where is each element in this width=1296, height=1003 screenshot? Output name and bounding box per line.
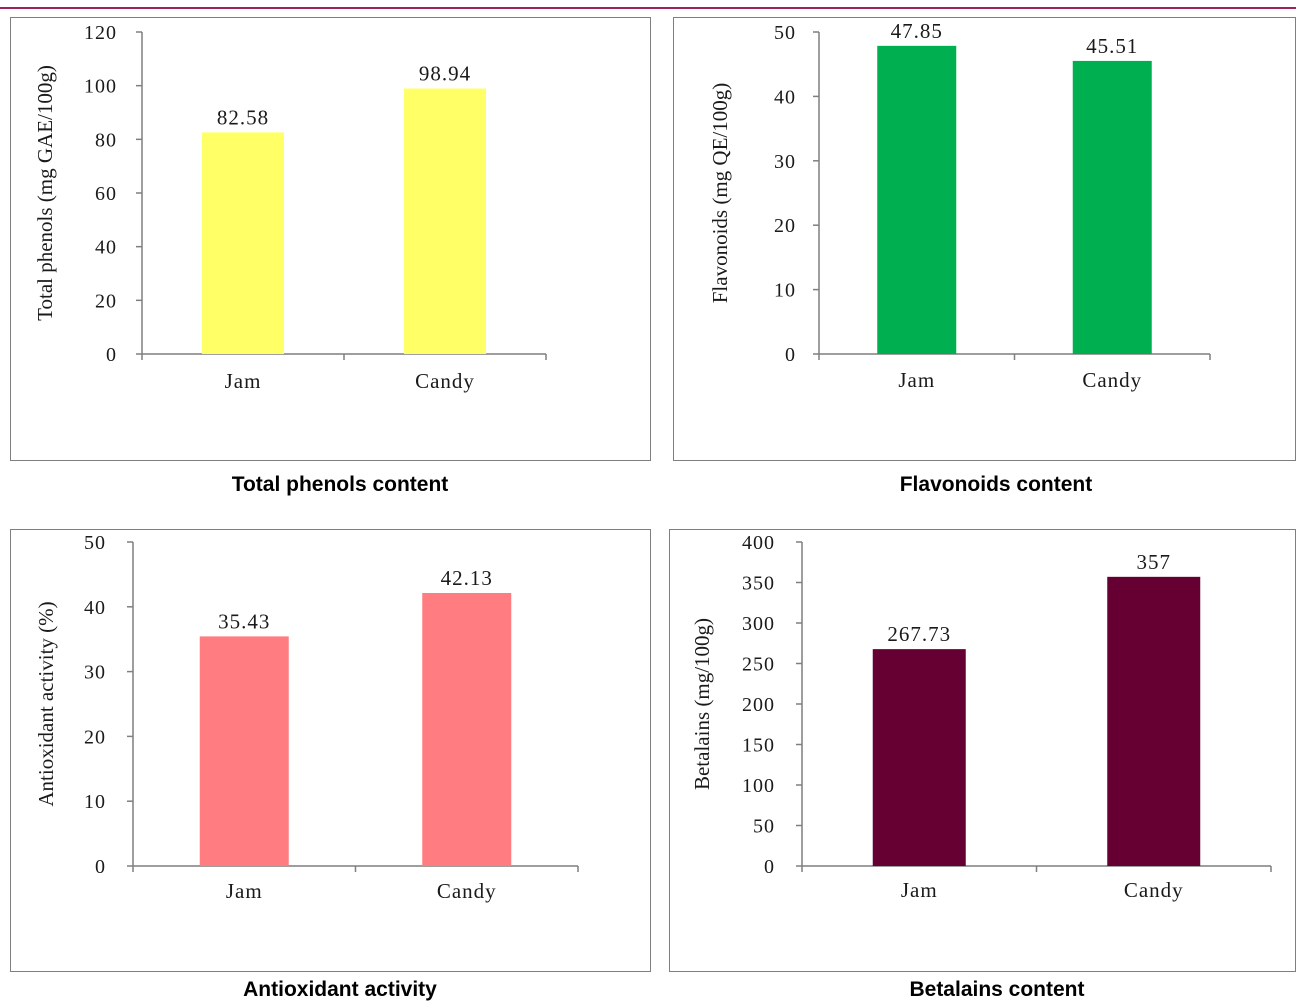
antioxidant-value-label: 35.43 — [218, 609, 270, 633]
antioxidant-value-label: 42.13 — [441, 566, 493, 590]
total-phenols-value-label: 98.94 — [419, 62, 471, 86]
total-phenols-category-label: Candy — [415, 369, 475, 393]
caption-betalains: Betalains content — [909, 978, 1085, 1001]
antioxidant-category-label: Candy — [437, 879, 497, 903]
betalains-y-tick-label: 250 — [742, 654, 775, 676]
antioxidant-y-tick-label: 0 — [95, 856, 106, 878]
antioxidant-y-tick-label: 40 — [84, 597, 106, 619]
caption-flavonoids: Flavonoids content — [899, 473, 1093, 496]
antioxidant-bar-jam — [199, 636, 289, 866]
flavonoids-y-tick-label: 30 — [774, 151, 796, 173]
flavonoids-y-tick-label: 40 — [774, 86, 796, 108]
betalains-y-tick-label: 0 — [764, 856, 775, 878]
chart-antioxidant: 0 10 20 30 40 50 35.43 Jam 42.13 Candy Antioxidant… — [34, 532, 579, 903]
total-phenols-y-tick-label: 60 — [95, 183, 117, 205]
total-phenols-y-tick-label: 120 — [84, 22, 117, 44]
flavonoids-category-label: Jam — [898, 368, 935, 392]
betalains-y-tick-label: 150 — [742, 735, 775, 757]
betalains-y-tick-label: 200 — [742, 694, 775, 716]
antioxidant-y-tick-label: 10 — [84, 791, 106, 813]
chart-panel-betalains: 0 50 100 150 200 250 300 350 400 267.73 Jam 357 Cand… — [669, 529, 1296, 972]
chart-betalains: 0 50 100 150 200 250 300 350 400 267.73 Jam 357 Cand… — [690, 532, 1272, 902]
antioxidant-category-label: Jam — [226, 879, 263, 903]
flavonoids-value-label: 47.85 — [891, 19, 943, 43]
top-rule — [0, 7, 1296, 9]
betalains-value-label: 357 — [1137, 550, 1172, 574]
total-phenols-y-axis-title: Total phenols (mg GAE/100g) — [33, 65, 57, 321]
chart-flavonoids: 0 10 20 30 40 50 47.85 Jam 45.51 Candy Flavonoids … — [708, 19, 1211, 392]
flavonoids-category-label: Candy — [1082, 368, 1142, 392]
chart-panel-flavonoids: 0 10 20 30 40 50 47.85 Jam 45.51 Candy Flavonoids … — [673, 17, 1296, 461]
total-phenols-y-tick-label: 80 — [95, 129, 117, 151]
betalains-y-tick-label: 400 — [742, 532, 775, 554]
chart-panel-total-phenols: 0 20 40 60 80 100 120 82.58 Jam 98.94 Candy Total p… — [10, 17, 651, 461]
flavonoids-y-axis-title: Flavonoids (mg QE/100g) — [708, 83, 732, 304]
total-phenols-category-label: Jam — [225, 369, 262, 393]
betalains-y-axis-title: Betalains (mg/100g) — [690, 618, 714, 790]
antioxidant-y-tick-label: 20 — [84, 726, 106, 748]
total-phenols-bar-candy — [404, 88, 486, 355]
antioxidant-y-axis-title: Antioxidant activity (%) — [34, 601, 58, 806]
betalains-category-label: Candy — [1124, 878, 1184, 902]
total-phenols-y-tick-label: 40 — [95, 237, 117, 259]
flavonoids-y-tick-label: 10 — [774, 280, 796, 302]
antioxidant-y-tick-label: 30 — [84, 662, 106, 684]
flavonoids-bar-candy — [1072, 60, 1152, 355]
total-phenols-y-tick-label: 20 — [95, 290, 117, 312]
betalains-y-tick-label: 100 — [742, 775, 775, 797]
caption-total-phenols: Total phenols content — [231, 473, 449, 496]
flavonoids-y-tick-label: 20 — [774, 215, 796, 237]
flavonoids-y-tick-label: 0 — [785, 344, 796, 366]
antioxidant-y-tick-label: 50 — [84, 532, 106, 554]
total-phenols-y-tick-label: 0 — [106, 344, 117, 366]
betalains-bar-jam — [872, 649, 966, 866]
chart-total-phenols: 0 20 40 60 80 100 120 82.58 Jam 98.94 Candy Total p… — [33, 22, 547, 393]
betalains-value-label: 267.73 — [887, 622, 951, 646]
antioxidant-bar-candy — [422, 592, 512, 866]
total-phenols-bar-jam — [202, 132, 284, 354]
betalains-y-tick-label: 350 — [742, 573, 775, 595]
flavonoids-value-label: 45.51 — [1086, 34, 1138, 58]
betalains-y-tick-label: 50 — [753, 816, 775, 838]
betalains-category-label: Jam — [901, 878, 938, 902]
chart-panel-antioxidant: 0 10 20 30 40 50 35.43 Jam 42.13 Candy Antioxidant… — [10, 529, 651, 972]
total-phenols-value-label: 82.58 — [217, 105, 269, 129]
flavonoids-bar-jam — [877, 45, 957, 354]
betalains-y-tick-label: 300 — [742, 613, 775, 635]
caption-antioxidant: Antioxidant activity — [243, 978, 437, 1001]
betalains-bar-candy — [1107, 576, 1201, 866]
total-phenols-y-tick-label: 100 — [84, 76, 117, 98]
flavonoids-y-tick-label: 50 — [774, 22, 796, 44]
